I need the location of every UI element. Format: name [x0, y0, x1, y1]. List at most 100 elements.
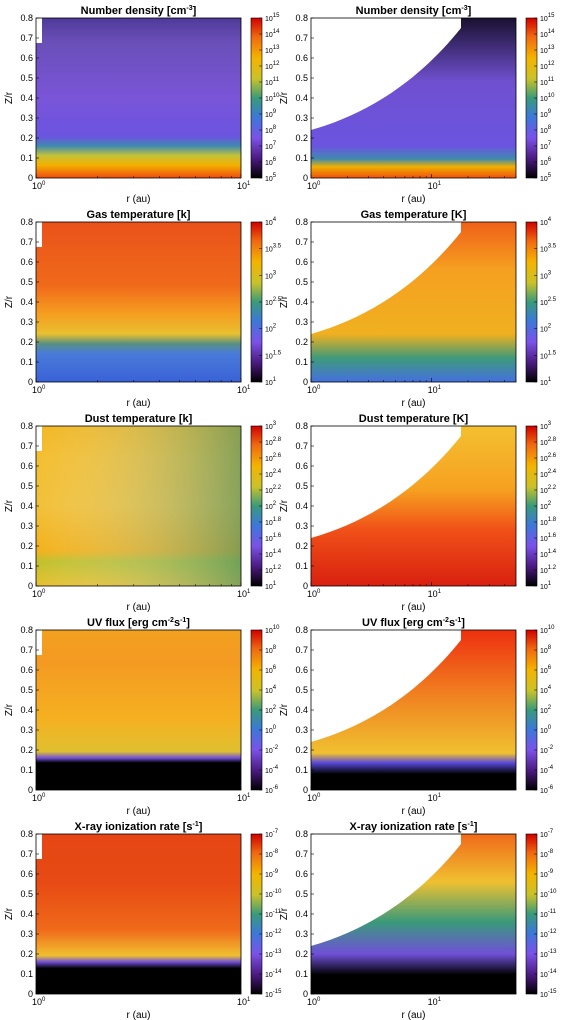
masked-region — [311, 18, 461, 130]
x-axis-label: r (au) — [402, 602, 426, 613]
x-axis-label: r (au) — [127, 398, 151, 409]
colorbar-tick-label: 109 — [265, 109, 277, 119]
colorbar-tick-label: 103 — [540, 270, 552, 280]
y-tick-label: 0 — [303, 785, 308, 795]
y-axis-label: Z/r — [279, 295, 290, 308]
y-tick-label: 0.4 — [20, 705, 33, 715]
colorbar-tick-label: 10-14 — [540, 969, 557, 979]
colorbar-tick-label: 102.6 — [265, 453, 282, 463]
colorbar-tick-label: 106 — [265, 157, 277, 167]
y-tick-label: 0.3 — [295, 317, 308, 327]
y-tick-label: 0.8 — [295, 625, 308, 635]
y-tick-label: 0.5 — [295, 481, 308, 491]
y-tick-label: 0.8 — [20, 217, 33, 227]
colorbar-tick-label: 101 — [540, 377, 552, 387]
panel-7: UV flux [erg cm-2s-1] 0 0.1 0.2 0.3 0.4 0.5 0.6… — [4, 617, 280, 817]
colorbar-tick-label: 102.2 — [540, 485, 557, 495]
x-tick-label: 101 — [237, 793, 251, 803]
colorbar-tick-label: 10-7 — [540, 829, 554, 839]
colorbar-tick-label: 100 — [265, 725, 277, 735]
y-axis-label: Z/r — [4, 907, 15, 920]
y-tick-label: 0.2 — [20, 133, 33, 143]
x-tick-label: 101 — [428, 385, 442, 395]
y-tick-label: 0.8 — [295, 217, 308, 227]
colorbar-tick-label: 1010 — [540, 93, 555, 103]
x-tick-label: 101 — [428, 997, 442, 1007]
y-tick-label: 0.6 — [295, 53, 308, 63]
colorbar-tick-label: 101 — [265, 377, 277, 387]
colorbar-tick-label: 10-13 — [540, 949, 557, 959]
colorbar-tick-label: 10-12 — [540, 929, 557, 939]
x-tick-label: 100 — [32, 997, 46, 1007]
y-tick-label: 0.6 — [20, 869, 33, 879]
x-axis-label: r (au) — [402, 806, 426, 817]
colorbar-tick-label: 10-8 — [265, 849, 279, 859]
heatmap-shading — [36, 834, 241, 994]
colorbar-tick-label: 101.5 — [265, 350, 282, 360]
colorbar-tick-label: 1013 — [540, 45, 555, 55]
y-tick-label: 0.3 — [20, 317, 33, 327]
y-tick-label: 0.8 — [20, 421, 33, 431]
y-tick-label: 0.2 — [20, 337, 33, 347]
y-axis-label: Z/r — [279, 91, 290, 104]
panel-3: Gas temperature [k] 0 0.1 0.2 0.3 0.4 0.5 0.6 0.… — [4, 209, 282, 409]
colorbar-tick-label: 10-6 — [540, 785, 554, 795]
colorbar-tick-label: 102.8 — [540, 437, 557, 447]
y-tick-label: 0.6 — [295, 665, 308, 675]
colorbar-tick-label: 101.2 — [540, 565, 557, 575]
x-tick-label: 100 — [307, 181, 321, 191]
y-tick-label: 0.7 — [295, 33, 308, 43]
y-axis-label: Z/r — [4, 499, 15, 512]
masked-region — [311, 834, 461, 946]
y-tick-label: 0.8 — [295, 829, 308, 839]
y-tick-label: 0.4 — [20, 909, 33, 919]
y-tick-label: 0.7 — [20, 237, 33, 247]
colorbar-tick-label: 102 — [540, 705, 552, 715]
masked-region — [36, 426, 42, 451]
colorbar-tick-label: 101.8 — [265, 517, 282, 527]
colorbar-tick-label: 102.6 — [540, 453, 557, 463]
y-tick-label: 0.8 — [20, 13, 33, 23]
y-tick-label: 0.6 — [20, 461, 33, 471]
y-tick-label: 0.3 — [295, 113, 308, 123]
colorbar-tick-label: 10-14 — [265, 969, 282, 979]
heatmap-shading — [36, 222, 241, 382]
y-tick-label: 0.5 — [295, 685, 308, 695]
y-tick-label: 0.3 — [295, 929, 308, 939]
colorbar-tick-label: 1014 — [540, 29, 555, 39]
y-tick-label: 0.8 — [295, 13, 308, 23]
colorbar-tick-label: 102 — [265, 324, 277, 334]
masked-region — [36, 630, 42, 655]
y-tick-label: 0.1 — [295, 357, 308, 367]
colorbar-tick-label: 1014 — [265, 29, 280, 39]
y-tick-label: 0 — [28, 989, 33, 999]
y-tick-label: 0.1 — [295, 765, 308, 775]
x-tick-label: 101 — [237, 997, 251, 1007]
panel-9: X-ray ionization rate [s-1] 0 0.1 0.2 0.3 0.4… — [4, 821, 282, 1020]
masked-region — [311, 426, 461, 538]
y-tick-label: 0.1 — [20, 969, 33, 979]
x-axis-label: r (au) — [127, 194, 151, 205]
panel-title: Dust temperature [K] — [359, 413, 469, 425]
y-tick-label: 0.5 — [20, 277, 33, 287]
colorbar-tick-label: 1015 — [265, 13, 280, 23]
colorbar-tick-label: 10-15 — [265, 989, 282, 999]
panel-5: Dust temperature [k] 0 0.1 0.2 0.3 0.4 0.5 0.6 0… — [4, 413, 282, 613]
y-tick-label: 0.3 — [20, 929, 33, 939]
colorbar-tick-label: 103 — [540, 421, 552, 431]
colorbar-tick-label: 1012 — [540, 61, 555, 71]
y-tick-label: 0.6 — [295, 257, 308, 267]
y-tick-label: 0.7 — [20, 849, 33, 859]
colorbar-tick-label: 104 — [265, 685, 277, 695]
colorbar-tick-label: 10-11 — [265, 909, 282, 919]
x-tick-label: 100 — [307, 589, 321, 599]
colorbar-tick-label: 1013 — [265, 45, 280, 55]
y-tick-label: 0.4 — [295, 705, 308, 715]
colorbar-tick-label: 10-8 — [540, 849, 554, 859]
colorbar-tick-label: 101.8 — [540, 517, 557, 527]
y-tick-label: 0.2 — [295, 541, 308, 551]
x-tick-label: 100 — [307, 997, 321, 1007]
colorbar-tick-label: 103 — [265, 421, 277, 431]
y-axis-label: Z/r — [4, 91, 15, 104]
